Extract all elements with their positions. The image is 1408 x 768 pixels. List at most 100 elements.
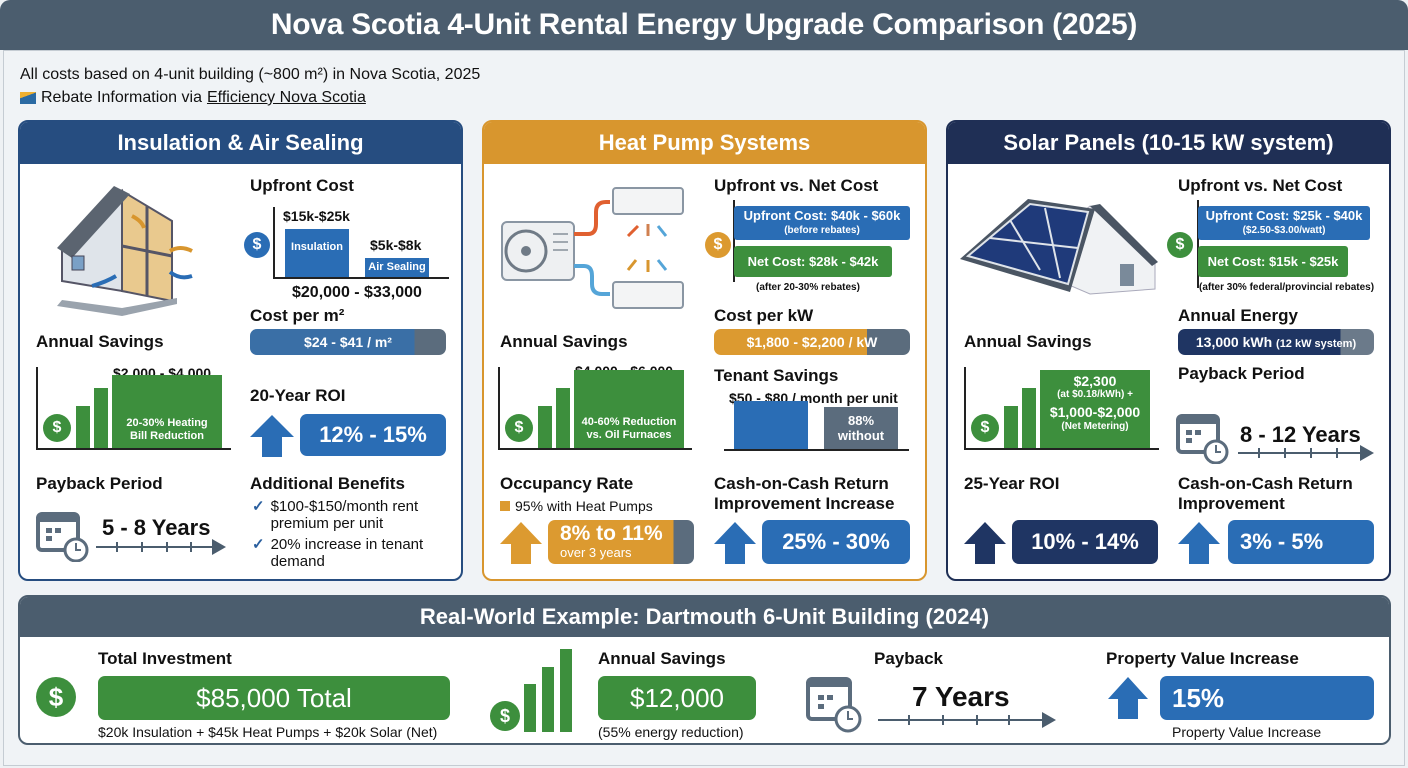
timeline-arrow bbox=[96, 539, 226, 555]
insulation-bar: Insulation bbox=[285, 229, 349, 277]
upfront-cost-chart: $15k-$25k Insulation $5k-$8k Air Sealing bbox=[273, 207, 449, 279]
occupancy-legend: 95% with Heat Pumps bbox=[500, 498, 653, 514]
dollar-icon: $ bbox=[505, 414, 533, 442]
savings-bars-icon: $ bbox=[490, 649, 590, 741]
dollar-icon: $ bbox=[971, 414, 999, 442]
title-bar: Nova Scotia 4-Unit Rental Energy Upgrade… bbox=[0, 0, 1408, 50]
with-heat-pump-bar bbox=[734, 401, 808, 449]
cost-per-kw-bar: $1,800 - $2,200 / kW bbox=[714, 329, 910, 355]
rebate-prefix: Rebate Information via bbox=[41, 89, 202, 106]
heat-pump-header: Heat Pump Systems bbox=[484, 122, 925, 164]
property-value: 15% bbox=[1160, 676, 1374, 720]
legend-swatch bbox=[500, 501, 510, 511]
example-header: Real-World Example: Dartmouth 6-Unit Bui… bbox=[20, 597, 1389, 637]
benefits-label: Additional Benefits bbox=[250, 474, 405, 493]
arrow-up-icon bbox=[1108, 677, 1148, 719]
tenant-savings-label: Tenant Savings bbox=[714, 366, 839, 385]
upfront-cost-bar: Upfront Cost: $25k - $40k ($2.50-$3.00/w… bbox=[1198, 206, 1370, 240]
solar-card: Solar Panels (10-15 kW system) Upfront v… bbox=[946, 120, 1391, 581]
upfront-net-label: Upfront vs. Net Cost bbox=[714, 176, 879, 195]
roi-value: 12% - 15% bbox=[300, 414, 446, 456]
tenant-savings-chart: 88% without bbox=[724, 401, 909, 451]
annual-savings-label: Annual Savings bbox=[36, 332, 164, 351]
arrow-up-icon bbox=[1178, 522, 1220, 564]
solar-header: Solar Panels (10-15 kW system) bbox=[948, 122, 1389, 164]
payback-value: 5 - 8 Years bbox=[102, 515, 211, 540]
roi-label: 20-Year ROI bbox=[250, 386, 346, 405]
annual-savings-chart: $ $2,000 - $4,000 20-30% Heating Bill Re… bbox=[36, 365, 231, 450]
annual-savings-label: Annual Savings bbox=[500, 332, 628, 351]
savings-bar-small bbox=[538, 406, 552, 448]
nova-scotia-flag-icon bbox=[20, 92, 36, 104]
occupancy-label: Occupancy Rate bbox=[500, 474, 634, 493]
rebate-info: Rebate Information via Efficiency Nova S… bbox=[20, 89, 366, 107]
coc-label: Cash-on-Cash Return Improvement bbox=[1178, 474, 1353, 513]
cost-per-kw-label: Cost per kW bbox=[714, 306, 814, 325]
savings-bar-small bbox=[1004, 406, 1018, 448]
insulation-header: Insulation & Air Sealing bbox=[20, 122, 461, 164]
without-heat-pump-bar: 88% without bbox=[824, 407, 898, 449]
cost-per-m2-bar: $24 - $41 / m² bbox=[250, 329, 446, 355]
annual-savings-chart: $ $4,000 - $6,000 40-60% Reduction vs. O… bbox=[498, 363, 692, 450]
subtitle: All costs based on 4-unit building (~800… bbox=[20, 66, 481, 83]
dollar-icon: $ bbox=[705, 232, 731, 258]
arrow-up-icon bbox=[964, 522, 1006, 564]
investment-value: $85,000 Total bbox=[98, 676, 450, 720]
investment-label: Total Investment bbox=[98, 649, 232, 668]
payback-value: 8 - 12 Years bbox=[1240, 422, 1361, 447]
savings-note-line1: 20-30% Heating bbox=[126, 417, 208, 429]
timeline-arrow bbox=[878, 712, 1056, 728]
net-cost-note: (after 30% federal/provincial rebates) bbox=[1199, 282, 1375, 293]
cost-axis bbox=[1197, 200, 1199, 288]
example-savings-label: Annual Savings bbox=[598, 649, 726, 668]
calendar-clock-icon bbox=[1176, 414, 1229, 464]
net-cost-bar: Net Cost: $15k - $25k bbox=[1198, 246, 1348, 277]
upfront-cost-label: Upfront Cost bbox=[250, 176, 354, 195]
insulation-bar-value: $15k-$25k bbox=[283, 208, 350, 224]
coc-value: 3% - 5% bbox=[1228, 520, 1374, 564]
arrow-up-icon bbox=[250, 415, 294, 457]
dollar-icon: $ bbox=[1167, 232, 1193, 258]
coc-value: 25% - 30% bbox=[762, 520, 910, 564]
savings-note-line2: Bill Reduction bbox=[130, 430, 204, 442]
payback-label: Payback Period bbox=[36, 474, 163, 493]
annual-savings-label: Annual Savings bbox=[964, 332, 1092, 351]
net-cost-bar: Net Cost: $28k - $42k bbox=[734, 246, 892, 277]
payback-label: Payback Period bbox=[1178, 364, 1305, 383]
benefit-item: ✓ 20% increase in tenant demand bbox=[252, 536, 424, 570]
dollar-icon: $ bbox=[244, 232, 270, 258]
upfront-cost-bar: Upfront Cost: $40k - $60k (before rebate… bbox=[734, 206, 910, 240]
heat-pump-card: Heat Pump Systems Upfront vs. Net Cost $… bbox=[482, 120, 927, 581]
example-savings-note: (55% energy reduction) bbox=[598, 724, 744, 740]
cost-axis bbox=[733, 200, 735, 282]
example-payback-label: Payback bbox=[874, 649, 943, 668]
occupancy-bar: 8% to 11% over 3 years bbox=[548, 520, 694, 564]
example-payback-value: 7 Years bbox=[912, 681, 1010, 712]
page-title: Nova Scotia 4-Unit Rental Energy Upgrade… bbox=[270, 8, 1138, 41]
solar-house-icon bbox=[960, 199, 1158, 295]
insulated-house-icon bbox=[57, 186, 193, 316]
timeline-arrow bbox=[1238, 445, 1374, 461]
savings-bar-large: 20-30% Heating Bill Reduction bbox=[112, 375, 222, 448]
property-value-label: Property Value Increase bbox=[1106, 649, 1299, 668]
coc-label: Cash-on-Cash Return Improvement Increase bbox=[714, 474, 895, 513]
savings-bar-medium bbox=[1022, 388, 1036, 448]
dollar-icon: $ bbox=[36, 677, 76, 717]
air-sealing-bar: Air Sealing bbox=[365, 258, 429, 277]
arrow-up-icon bbox=[714, 522, 756, 564]
arrow-up-icon bbox=[500, 522, 542, 564]
heat-pump-icon bbox=[501, 187, 684, 309]
calendar-clock-icon bbox=[806, 677, 862, 733]
insulation-card: Insulation & Air Sealing Upfront Cost $ … bbox=[18, 120, 463, 581]
air-sealing-bar-value: $5k-$8k bbox=[370, 237, 422, 253]
savings-bar-medium bbox=[94, 388, 108, 448]
net-cost-note: (after 20-30% rebates) bbox=[756, 282, 860, 293]
savings-bar-medium bbox=[556, 388, 570, 448]
check-icon: ✓ bbox=[252, 536, 265, 553]
calendar-clock-icon bbox=[36, 512, 89, 562]
dollar-icon: $ bbox=[43, 414, 71, 442]
savings-bar-large: 40-60% Reduction vs. Oil Furnaces bbox=[574, 370, 684, 448]
efficiency-ns-link[interactable]: Efficiency Nova Scotia bbox=[206, 89, 366, 106]
savings-bar-large: $2,300 (at $0.18/kWh) + $1,000-$2,000 (N… bbox=[1040, 370, 1150, 448]
annual-savings-chart: $ $2,300 (at $0.18/kWh) + $1,000-$2,000 … bbox=[964, 367, 1159, 450]
